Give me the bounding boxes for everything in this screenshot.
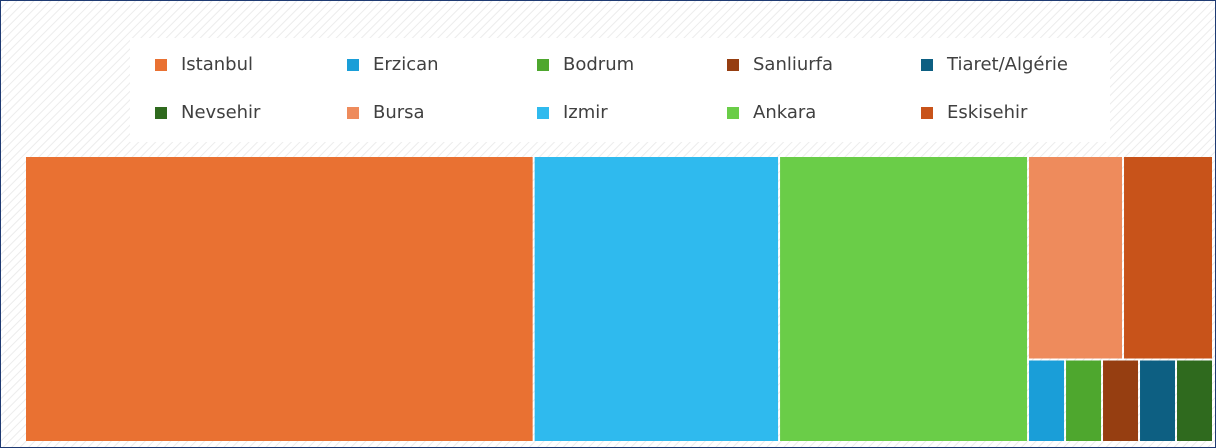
treemap-cell [1177,360,1212,441]
legend-label: Ankara [753,102,816,123]
legend-label: Izmir [563,102,608,123]
treemap-cell [1103,360,1139,441]
legend-label: Istanbul [181,54,253,75]
treemap-cell [1140,360,1176,441]
legend-label: Sanliurfa [753,54,833,75]
legend-box [130,38,1110,142]
legend-label: Bodrum [563,54,634,75]
legend-swatch [727,59,739,71]
legend-label: Bursa [373,102,425,123]
legend-label: Erzican [373,54,439,75]
legend-label: Eskisehir [947,102,1028,123]
legend-swatch [347,107,359,119]
legend-label: Tiaret/Algérie [946,54,1068,75]
treemap-cell [1029,157,1123,359]
legend-swatch [921,59,933,71]
legend-swatch [921,107,933,119]
legend-swatch [155,107,167,119]
legend-label: Nevsehir [181,102,261,123]
treemap-cell [1124,157,1212,359]
legend-swatch [727,107,739,119]
legend-swatch [347,59,359,71]
legend-swatch [537,107,549,119]
treemap-cell [780,157,1028,441]
treemap-cell [534,157,779,441]
treemap-cell [26,157,533,441]
legend-swatch [537,59,549,71]
legend-swatch [155,59,167,71]
treemap-cell [1029,360,1065,441]
treemap-cell [1066,360,1102,441]
